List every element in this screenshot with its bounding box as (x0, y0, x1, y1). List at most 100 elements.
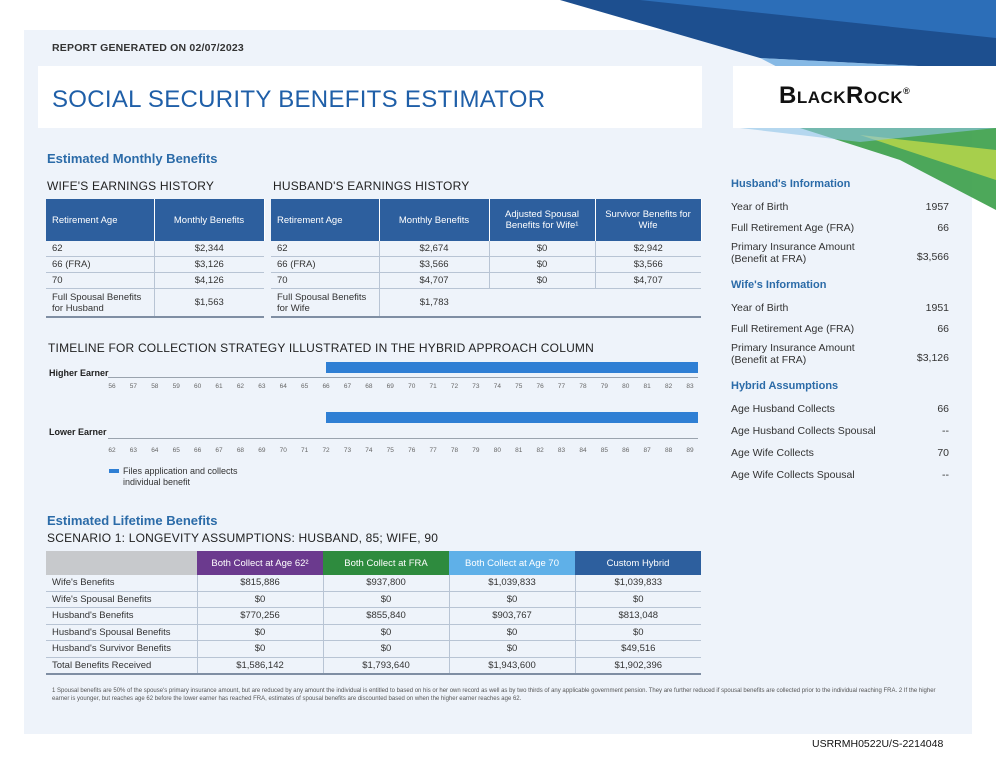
age-tick: 75 (386, 447, 394, 454)
row-label: Husband's Survivor Benefits (46, 640, 198, 658)
table-row: 62 $2,344 (46, 241, 264, 257)
page-title: SOCIAL SECURITY BENEFITS ESTIMATOR (52, 86, 546, 113)
column-header: Retirement Age (46, 199, 155, 241)
table-row: Wife's Spousal Benefits $0 $0 $0 $0 (46, 591, 701, 608)
cell: $0 (197, 624, 324, 641)
age-tick: 80 (493, 447, 501, 454)
cell: 62 (271, 241, 380, 257)
document-code: USRRMH0522U/S-2214048 (812, 738, 944, 750)
cell: 62 (46, 241, 155, 257)
age-tick: 65 (172, 447, 180, 454)
column-header: Survivor Benefits for Wife (595, 199, 702, 241)
title-panel: SOCIAL SECURITY BENEFITS ESTIMATOR (38, 66, 702, 128)
cell: $1,563 (154, 288, 264, 318)
monthly-benefits-heading: Estimated Monthly Benefits (47, 151, 218, 166)
logo-panel: BlackRock® (733, 66, 996, 128)
age-tick: 88 (664, 447, 673, 454)
column-header: Both Collect at FRA (323, 551, 449, 575)
cell: $0 (197, 591, 324, 608)
cell: $0 (489, 256, 596, 273)
cell: $813,048 (575, 607, 701, 625)
age-tick: 79 (600, 383, 608, 390)
wife-earnings-table: Retirement Age Monthly Benefits 62 $2,34… (46, 199, 265, 318)
age-tick: 78 (579, 383, 587, 390)
age-tick: 74 (365, 447, 373, 454)
age-tick: 57 (129, 383, 138, 390)
cell: Full Spousal Benefits for Wife (271, 288, 380, 318)
row-label: Husband's Benefits (46, 607, 198, 625)
cell: $770,256 (197, 607, 324, 625)
age-tick: 69 (386, 383, 394, 390)
info-value: $3,566 (916, 251, 949, 263)
age-tick: 68 (365, 383, 373, 390)
cell: $0 (575, 624, 701, 641)
lower-earner-label: Lower Earner (49, 427, 107, 437)
cell: $0 (489, 272, 596, 289)
age-tick: 64 (151, 447, 159, 454)
age-tick: 72 (450, 383, 459, 390)
cell: $903,767 (449, 607, 576, 625)
info-label: Full Retirement Age (FRA) (731, 222, 855, 234)
age-tick: 69 (258, 447, 266, 454)
row-label: Husband's Spousal Benefits (46, 624, 198, 641)
age-tick: 70 (279, 447, 287, 454)
age-tick: 71 (429, 383, 437, 390)
age-tick: 87 (643, 447, 651, 454)
table-row: Wife's Benefits $815,886 $937,800 $1,039… (46, 575, 701, 592)
age-tick: 81 (643, 383, 651, 390)
husband-earnings-heading: HUSBAND'S EARNINGS HISTORY (273, 179, 470, 193)
cell: $1,039,833 (449, 575, 576, 592)
lifetime-benefits-table: Both Collect at Age 62² Both Collect at … (46, 551, 701, 675)
table-row: Husband's Benefits $770,256 $855,840 $90… (46, 607, 701, 625)
cell: $1,783 (379, 288, 489, 318)
cell: $0 (323, 591, 450, 608)
age-tick: 66 (322, 383, 330, 390)
row-label: Wife's Spousal Benefits (46, 591, 198, 608)
age-tick: 86 (622, 447, 630, 454)
info-value: 1957 (925, 201, 949, 213)
column-header: Both Collect at Age 62² (197, 551, 323, 575)
column-header: Adjusted Spousal Benefits for Wife¹ (489, 199, 596, 241)
info-value: -- (942, 425, 949, 437)
cell: $815,886 (197, 575, 324, 592)
age-tick: 65 (301, 383, 309, 390)
cell: 70 (46, 272, 155, 289)
cell: $0 (449, 591, 576, 608)
table-row: Total Benefits Received $1,586,142 $1,79… (46, 657, 701, 675)
scenario-heading: SCENARIO 1: LONGEVITY ASSUMPTIONS: HUSBA… (47, 531, 439, 545)
info-value: 1951 (925, 302, 949, 314)
higher-axis (108, 377, 698, 378)
husband-info-heading: Husband's Information (731, 178, 851, 190)
cell: $0 (449, 624, 576, 641)
cell: $4,707 (379, 272, 490, 289)
info-value: 66 (937, 222, 949, 234)
age-tick: 68 (236, 447, 245, 454)
info-value: 66 (937, 323, 949, 335)
legend-text: Files application and collects individua… (123, 466, 238, 487)
info-label: Primary Insurance Amount (Benefit at FRA… (731, 342, 855, 366)
cell: $0 (197, 640, 324, 658)
age-tick: 66 (194, 447, 202, 454)
cell: $1,902,396 (575, 657, 701, 675)
info-value: -- (942, 469, 949, 481)
cell: $0 (323, 640, 450, 658)
row-label: Wife's Benefits (46, 575, 198, 592)
cell: $4,126 (154, 272, 264, 289)
column-header: Custom Hybrid (575, 551, 701, 575)
table-row: Full Spousal Benefits for Husband $1,563 (46, 288, 264, 318)
cell: $2,344 (154, 241, 264, 257)
age-tick: 80 (622, 383, 630, 390)
table-row: 62 $2,674 $0 $2,942 (271, 241, 701, 257)
info-value: $3,126 (916, 352, 949, 364)
cell: $1,793,640 (323, 657, 450, 675)
info-label: Year of Birth (731, 201, 789, 213)
info-label: Age Husband Collects Spousal (731, 425, 876, 437)
blackrock-logo: BlackRock® (779, 82, 911, 109)
info-label: Full Retirement Age (FRA) (731, 323, 855, 335)
age-tick: 78 (450, 447, 459, 454)
legend-swatch (109, 469, 119, 473)
lifetime-benefits-heading: Estimated Lifetime Benefits (47, 513, 218, 528)
table-row: 70 $4,707 $0 $4,707 (271, 272, 701, 289)
cell: $2,674 (379, 241, 490, 257)
table-row: 66 (FRA) $3,126 (46, 256, 264, 273)
